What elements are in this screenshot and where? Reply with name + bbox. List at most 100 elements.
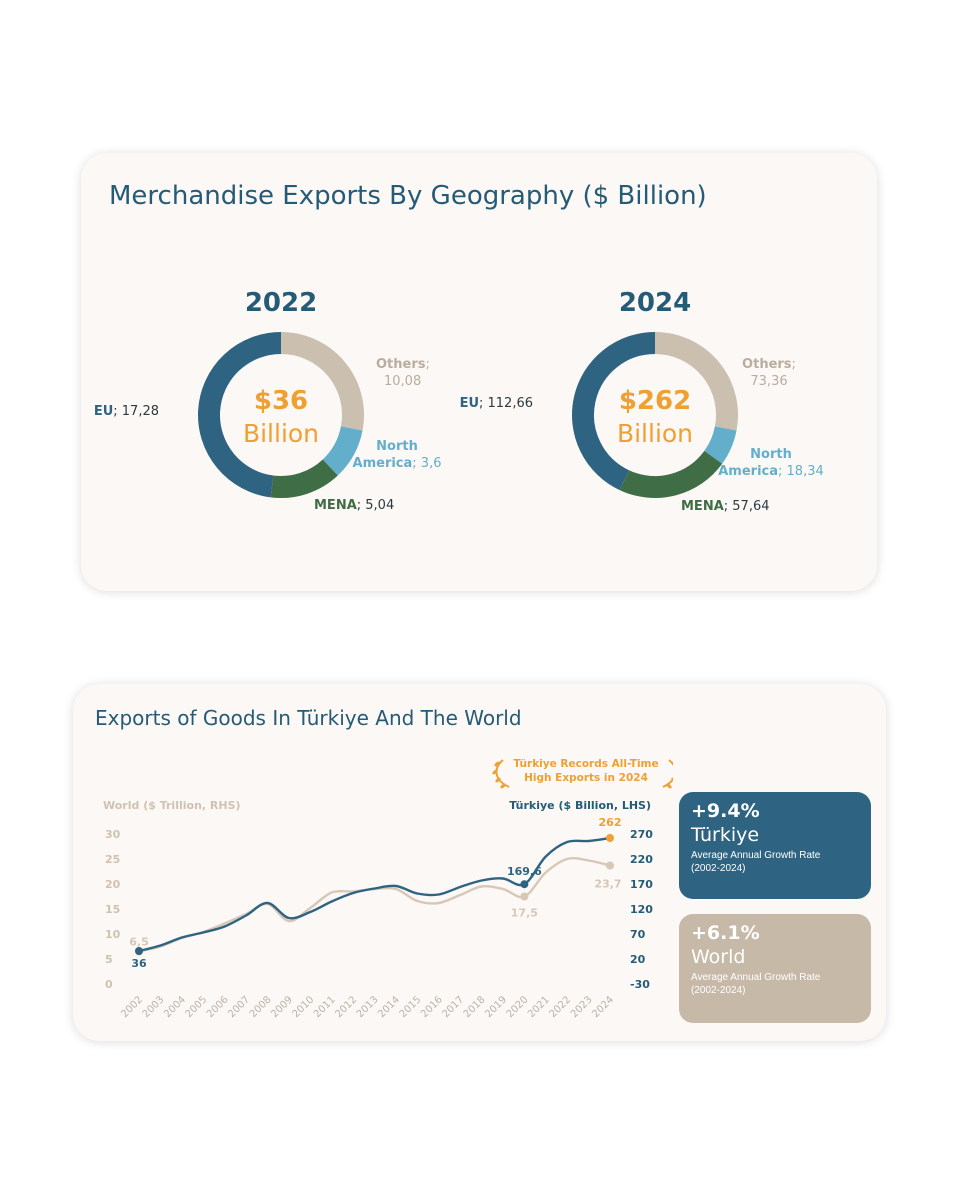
x-axis-tick-2006: 2006: [205, 994, 231, 1020]
donut-label-eu-2024: EU; 112,66: [460, 396, 533, 411]
laurel-right-icon: [662, 759, 673, 788]
right-axis-tick-270: 270: [630, 828, 653, 841]
donut-label-name-part: MENA: [681, 499, 724, 514]
donut-year-title-2024: 2024: [619, 288, 691, 318]
turkiye-growth-desc-line1: Average Annual Growth Rate: [691, 850, 821, 861]
donut-label-north-america-line2-2022: America; 3,6: [353, 456, 442, 471]
x-axis-tick-2022: 2022: [548, 994, 574, 1020]
x-axis-tick-2017: 2017: [440, 994, 466, 1020]
donut-label-name-part: America: [353, 456, 413, 471]
donut-center-value-2024: $262: [619, 386, 691, 416]
donut-slice-eu-2022: [198, 332, 282, 498]
x-axis-tick-2018: 2018: [462, 994, 488, 1020]
donut-slice-mena-2022: [270, 459, 338, 498]
world-growth-card: +6.1% World Average Annual Growth Rate (…: [679, 914, 871, 1023]
donut-slice-eu-2024: [572, 332, 656, 491]
x-axis-tick-2009: 2009: [269, 994, 295, 1020]
badge-line2: High Exports in 2024: [524, 772, 648, 784]
left-axis-tick-30: 30: [105, 828, 121, 841]
left-axis-tick-5: 5: [105, 953, 113, 966]
donut-value-others-2022: 10,08: [384, 374, 421, 389]
right-axis-tick--30: -30: [630, 978, 650, 991]
world-growth-desc-line1: Average Annual Growth Rate: [691, 972, 821, 983]
donut-label-mena-2024: MENA; 57,64: [681, 499, 770, 514]
x-axis-tick-2024: 2024: [590, 994, 616, 1020]
laurel-left-icon: [495, 759, 510, 788]
series-label-world-2024: 23,7: [594, 878, 621, 891]
series-point-turkiye-2024: [606, 834, 614, 842]
donut-center-unit-2022: Billion: [243, 419, 319, 448]
right-axis-tick-120: 120: [630, 903, 653, 916]
x-axis-tick-2023: 2023: [569, 994, 595, 1020]
donut-label-north-america-line1-2024: North: [750, 447, 792, 462]
series-point-turkiye-2002: [135, 947, 143, 955]
laurel-left-leaf-icon: [495, 777, 501, 783]
donut-center-value-2022: $36: [254, 386, 308, 416]
x-axis-tick-2007: 2007: [226, 994, 252, 1020]
left-axis-tick-10: 10: [105, 928, 121, 941]
x-axis-tick-2020: 2020: [505, 994, 531, 1020]
turkiye-growth-value: +9.4%: [691, 800, 760, 822]
series-label-turkiye-2024: 262: [599, 816, 622, 829]
series-label-turkiye-2020: 169,6: [507, 865, 542, 878]
turkiye-growth-card: +9.4% Türkiye Average Annual Growth Rate…: [679, 792, 871, 899]
donut-slice-others-2024: [654, 332, 738, 431]
donut-label-name-part: EU: [460, 396, 479, 411]
turkiye-growth-desc: Average Annual Growth Rate (2002-2024): [691, 849, 859, 875]
donut-label-value-part: ; 5,04: [357, 498, 394, 513]
series-point-world-2020: [520, 892, 529, 901]
world-growth-desc-line2: (2002-2024): [691, 985, 746, 996]
donut-center-unit-2024: Billion: [617, 419, 693, 448]
x-axis-tick-2019: 2019: [483, 994, 509, 1020]
right-axis-tick-70: 70: [630, 928, 646, 941]
donut-label-value-part: ; 57,64: [724, 499, 770, 514]
series-label-world-2002: 6,5: [129, 936, 149, 949]
donut-label-value-part: ; 17,28: [113, 404, 159, 419]
geography-title: Merchandise Exports By Geography ($ Bill…: [109, 181, 707, 211]
donut-label-name-part: Others: [376, 357, 426, 372]
x-axis-tick-2012: 2012: [333, 994, 359, 1020]
x-axis-tick-2003: 2003: [141, 994, 167, 1020]
donut-slice-mena-2024: [619, 450, 723, 498]
laurel-right-leaf-icon: [671, 777, 673, 783]
series-line-turkiye: [137, 836, 612, 953]
series-label-world-2020: 17,5: [511, 907, 538, 920]
donut-label-eu-2022: EU; 17,28: [94, 404, 159, 419]
x-axis-tick-2005: 2005: [184, 994, 210, 1020]
donut-label-sep-part: ;: [426, 357, 430, 372]
donut-label-north-america-line2-2024: America; 18,34: [718, 464, 824, 479]
x-axis-tick-2013: 2013: [355, 994, 381, 1020]
donut-label-value-part: ; 18,34: [778, 464, 824, 479]
donut-label-others-2024: Others;: [742, 357, 796, 372]
donut-slice-others-2022: [280, 332, 364, 431]
series-label-turkiye-2002: 36: [131, 957, 147, 970]
geography-card: Merchandise Exports By Geography ($ Bill…: [81, 153, 877, 591]
trend-card: Exports of Goods In Türkiye And The Worl…: [73, 684, 886, 1041]
world-growth-desc: Average Annual Growth Rate (2002-2024): [691, 971, 859, 997]
x-axis-tick-2010: 2010: [291, 994, 317, 1020]
series-point-world-2024: [606, 861, 614, 870]
right-axis-tick-170: 170: [630, 878, 653, 891]
donut-label-value-part: ; 3,6: [412, 456, 441, 471]
donut-label-others-2022: Others;: [376, 357, 430, 372]
laurel-left-leaf-icon: [494, 761, 500, 767]
x-axis-tick-2008: 2008: [248, 994, 274, 1020]
world-growth-name: World: [691, 946, 746, 968]
turkiye-growth-desc-line2: (2002-2024): [691, 863, 746, 874]
x-axis-tick-2015: 2015: [398, 994, 424, 1020]
donut-slice-north_america-2022: [322, 425, 363, 476]
x-axis-tick-2014: 2014: [376, 994, 402, 1020]
donut-value-others-2024: 73,36: [750, 374, 787, 389]
donut-label-name-part: MENA: [314, 498, 357, 513]
left-axis-title: World ($ Trillion, RHS): [103, 799, 241, 812]
laurel-left-leaf-icon: [492, 769, 498, 775]
donut-label-name-part: Others: [742, 357, 792, 372]
trend-title: Exports of Goods In Türkiye And The Worl…: [95, 706, 522, 730]
right-axis-title: Türkiye ($ Billion, LHS): [509, 799, 651, 812]
donut-label-sep-part: ;: [792, 357, 796, 372]
world-growth-value: +6.1%: [691, 922, 760, 944]
laurel-left-leaf-icon: [500, 783, 506, 789]
right-axis-tick-220: 220: [630, 853, 653, 866]
donut-label-north-america-line1-2022: North: [376, 439, 418, 454]
